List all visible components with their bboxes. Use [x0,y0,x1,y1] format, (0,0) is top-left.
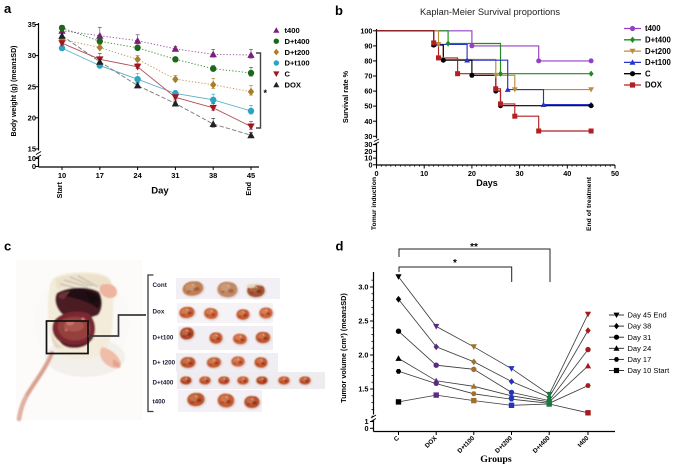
svg-text:Days: Days [476,178,498,188]
svg-text:40: 40 [364,117,372,126]
svg-text:D+t400: D+t400 [532,435,552,455]
svg-text:0: 0 [368,160,372,169]
svg-text:15: 15 [28,145,36,154]
svg-text:Day 10 Start: Day 10 Start [628,366,671,375]
svg-text:20: 20 [468,169,476,178]
svg-text:100: 100 [360,26,372,35]
svg-text:Groups: Groups [480,454,512,465]
svg-text:t400: t400 [153,398,166,405]
svg-text:a: a [4,1,12,16]
svg-text:31: 31 [171,171,179,180]
svg-text:t400: t400 [576,435,590,449]
svg-text:80: 80 [364,57,372,66]
svg-text:Tomur induction: Tomur induction [371,177,378,230]
svg-text:Kaplan-Meier Survival proporti: Kaplan-Meier Survival proportions [420,7,560,17]
svg-text:Cont: Cont [153,282,168,289]
svg-text:35: 35 [28,20,36,29]
svg-text:Tumor volume (cm³) (mean±SD): Tumor volume (cm³) (mean±SD) [339,293,348,403]
svg-text:Day 17: Day 17 [628,355,652,364]
svg-text:45: 45 [247,171,255,180]
svg-text:2.0: 2.0 [358,351,368,360]
svg-text:24: 24 [133,171,142,180]
svg-text:D+t100: D+t100 [153,334,174,341]
svg-text:10: 10 [28,154,36,163]
svg-text:0: 0 [32,162,36,171]
svg-text:Day 31: Day 31 [628,333,652,342]
svg-text:c: c [4,239,11,254]
svg-text:End of treatment: End of treatment [586,176,593,231]
svg-text:D+t400: D+t400 [153,379,174,386]
svg-text:70: 70 [364,72,372,81]
svg-text:2.5: 2.5 [358,317,368,326]
svg-text:C: C [393,435,401,443]
svg-text:D+t400: D+t400 [285,37,310,46]
svg-text:50: 50 [611,169,619,178]
svg-text:D+t400: D+t400 [645,36,671,45]
svg-text:10: 10 [364,154,372,163]
svg-text:C: C [285,70,291,79]
svg-text:10: 10 [420,169,428,178]
svg-text:D+t200: D+t200 [285,48,310,57]
svg-text:10: 10 [58,171,66,180]
svg-text:1.5: 1.5 [358,385,368,394]
svg-text:Dox: Dox [153,308,165,315]
svg-text:*: * [264,88,268,98]
svg-text:D+t100: D+t100 [645,58,671,67]
svg-text:30: 30 [364,132,372,141]
svg-text:DOX: DOX [645,81,663,90]
svg-text:Day 38: Day 38 [628,322,652,331]
svg-text:50: 50 [364,102,372,111]
svg-text:Day: Day [151,186,169,197]
svg-text:Body weight (g) (mean±SD): Body weight (g) (mean±SD) [11,46,18,137]
svg-text:D+t200: D+t200 [494,435,514,455]
svg-text:DOX: DOX [285,81,301,90]
svg-text:38: 38 [209,171,217,180]
svg-text:30: 30 [364,140,372,149]
svg-text:End: End [244,182,253,196]
svg-text:60: 60 [364,87,372,96]
svg-text:Day 45 End: Day 45 End [628,311,667,320]
svg-text:20: 20 [364,147,372,156]
svg-text:DOX: DOX [424,434,439,449]
svg-text:Day 24: Day 24 [628,344,652,353]
svg-text:20: 20 [28,113,36,122]
svg-text:Start: Start [55,181,64,198]
svg-text:17: 17 [96,171,104,180]
svg-text:30: 30 [516,169,524,178]
svg-text:d: d [336,239,344,254]
svg-text:b: b [335,3,343,18]
svg-text:D+t200: D+t200 [645,47,671,56]
svg-text:0: 0 [374,169,378,178]
svg-text:*: * [453,258,457,269]
svg-text:D+t100: D+t100 [456,435,476,455]
svg-text:0: 0 [364,424,368,433]
svg-text:D+ t200: D+ t200 [153,359,176,366]
svg-text:D+t100: D+t100 [285,59,310,68]
svg-text:3.0: 3.0 [358,283,368,292]
svg-text:90: 90 [364,42,372,51]
svg-text:40: 40 [563,169,571,178]
svg-text:**: ** [470,242,478,253]
svg-text:Survival rate %: Survival rate % [341,70,350,123]
svg-text:t400: t400 [645,24,661,33]
svg-text:t400: t400 [285,26,300,35]
svg-text:25: 25 [28,82,36,91]
svg-text:30: 30 [28,51,36,60]
svg-text:1: 1 [364,417,368,426]
svg-text:C: C [645,69,651,78]
